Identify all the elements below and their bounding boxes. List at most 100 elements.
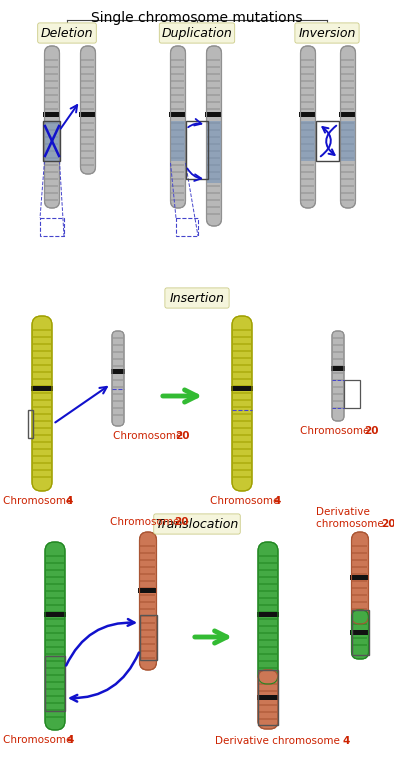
Bar <box>45 122 58 124</box>
Bar <box>46 709 64 711</box>
Bar <box>33 448 51 450</box>
Bar <box>259 625 277 627</box>
Text: 4: 4 <box>67 735 74 745</box>
Bar <box>259 690 277 692</box>
Bar <box>259 562 277 564</box>
Bar <box>344 380 360 408</box>
Bar <box>233 350 251 352</box>
Bar <box>45 150 58 152</box>
Bar <box>233 371 251 373</box>
Bar <box>259 604 277 606</box>
Bar <box>141 643 156 645</box>
Bar <box>233 357 251 359</box>
Text: 4: 4 <box>343 736 350 746</box>
Bar <box>233 441 251 443</box>
Bar <box>353 623 368 625</box>
Bar <box>46 660 64 662</box>
FancyBboxPatch shape <box>258 670 278 729</box>
Bar <box>208 80 221 82</box>
Bar <box>139 587 158 593</box>
Bar <box>259 667 277 669</box>
Bar <box>257 695 279 700</box>
Bar <box>33 364 51 366</box>
Bar <box>353 559 368 561</box>
Bar <box>82 136 95 138</box>
FancyBboxPatch shape <box>340 46 355 208</box>
Bar <box>33 371 51 373</box>
Bar <box>333 365 343 367</box>
Bar <box>186 121 208 179</box>
Text: Duplication: Duplication <box>162 26 232 40</box>
Bar <box>208 136 221 138</box>
Bar <box>233 448 251 450</box>
Bar <box>33 350 51 352</box>
FancyBboxPatch shape <box>112 331 124 426</box>
Bar <box>46 562 64 564</box>
Bar <box>316 121 340 161</box>
Bar <box>46 576 64 578</box>
Bar <box>231 386 253 390</box>
Bar <box>171 115 184 117</box>
Bar <box>82 115 95 117</box>
Bar <box>46 646 64 648</box>
Bar <box>301 185 314 187</box>
Bar <box>259 683 277 685</box>
Bar <box>46 583 64 585</box>
Bar <box>342 73 355 75</box>
Bar <box>43 111 61 117</box>
Bar <box>301 136 314 138</box>
Bar <box>46 674 64 676</box>
Bar <box>45 143 58 145</box>
Bar <box>171 136 184 138</box>
Bar <box>141 573 156 575</box>
Bar <box>259 597 277 599</box>
Bar <box>82 87 95 89</box>
Bar <box>113 358 123 360</box>
Text: Chromosome: Chromosome <box>113 431 186 441</box>
Bar <box>259 576 277 578</box>
Bar <box>206 111 223 117</box>
Bar <box>259 646 277 648</box>
Text: Derivative chromosome: Derivative chromosome <box>215 736 343 746</box>
Bar <box>353 580 368 582</box>
Bar <box>208 73 221 75</box>
Bar <box>301 59 314 61</box>
Bar <box>176 218 198 236</box>
Bar <box>113 344 123 346</box>
Bar <box>353 601 368 603</box>
Bar <box>33 427 51 429</box>
Bar <box>351 574 370 580</box>
Bar <box>233 462 251 464</box>
Bar <box>33 385 51 387</box>
Text: Chromosome: Chromosome <box>300 426 373 436</box>
Bar <box>45 136 58 138</box>
Bar <box>259 653 277 655</box>
Bar <box>208 94 221 96</box>
Bar <box>342 171 355 173</box>
Bar <box>301 66 314 68</box>
Bar <box>33 329 51 331</box>
Bar <box>46 702 64 704</box>
FancyBboxPatch shape <box>139 532 156 670</box>
Bar <box>45 115 58 117</box>
Bar <box>171 171 184 173</box>
Bar <box>301 171 314 173</box>
Bar <box>342 150 355 152</box>
Bar <box>113 393 123 395</box>
Bar <box>233 392 251 394</box>
Bar <box>333 400 343 402</box>
FancyBboxPatch shape <box>165 288 229 308</box>
Bar <box>208 101 221 103</box>
Bar <box>171 80 184 82</box>
FancyBboxPatch shape <box>258 542 278 684</box>
Bar <box>208 59 221 61</box>
Bar <box>46 695 64 697</box>
Bar <box>259 718 277 720</box>
Bar <box>45 59 58 61</box>
Bar <box>333 407 343 409</box>
Bar <box>259 632 277 634</box>
Bar <box>113 407 123 409</box>
Bar <box>233 406 251 408</box>
Bar <box>45 66 58 68</box>
Bar <box>233 399 251 401</box>
